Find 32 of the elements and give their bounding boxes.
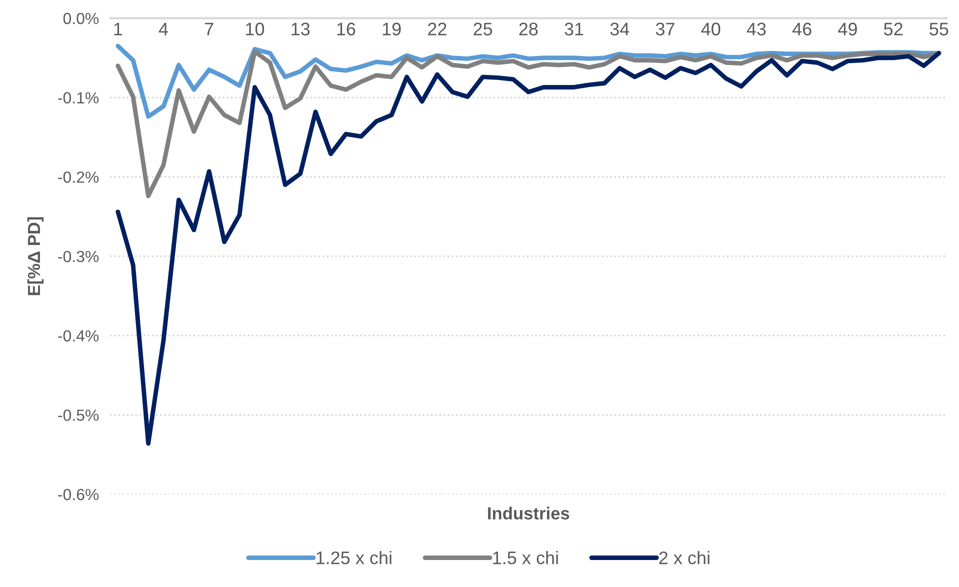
y-axis-title: E[%Δ PD] (27, 217, 44, 296)
x-tick-label: 37 (656, 22, 674, 36)
x-tick-label: 31 (564, 22, 584, 36)
line-series (116, 50, 942, 446)
x-tick-label: 7 (205, 22, 214, 36)
x-tick-label: 19 (382, 22, 401, 36)
y-tick-label: -0.3% (58, 250, 99, 262)
legend-label: 1.25 x chi (316, 550, 392, 564)
x-tick-label: 22 (428, 22, 446, 36)
x-tick-label: 1 (114, 22, 122, 36)
x-tick-label: 40 (701, 22, 720, 36)
y-tick-label: -0.4% (58, 330, 99, 342)
x-tick-label: 52 (884, 22, 902, 36)
x-axis-title: Industries (488, 506, 570, 520)
x-tick-label: 55 (930, 22, 948, 36)
x-tick-label: 4 (158, 22, 168, 36)
x-tick-label: 13 (292, 22, 310, 36)
y-tick-label: -0.5% (58, 410, 99, 421)
y-tick-label: 0.0% (63, 12, 99, 24)
y-tick-label: -0.2% (58, 172, 99, 183)
x-tick-label: 16 (337, 22, 356, 36)
legend-label: 2 x chi (659, 550, 710, 564)
x-tick-label: 28 (519, 22, 538, 36)
y-tick-label: -0.1% (58, 92, 99, 104)
x-tick-label: 34 (610, 22, 630, 36)
legend-label: 1.5 x chi (493, 550, 558, 564)
x-tick-label: 46 (792, 22, 812, 36)
x-tick-label: 43 (746, 22, 766, 36)
y-tick-label: -0.6% (58, 488, 99, 500)
x-tick-label: 10 (246, 22, 264, 36)
x-tick-label: 25 (474, 22, 492, 36)
x-tick-label: 49 (838, 22, 857, 36)
